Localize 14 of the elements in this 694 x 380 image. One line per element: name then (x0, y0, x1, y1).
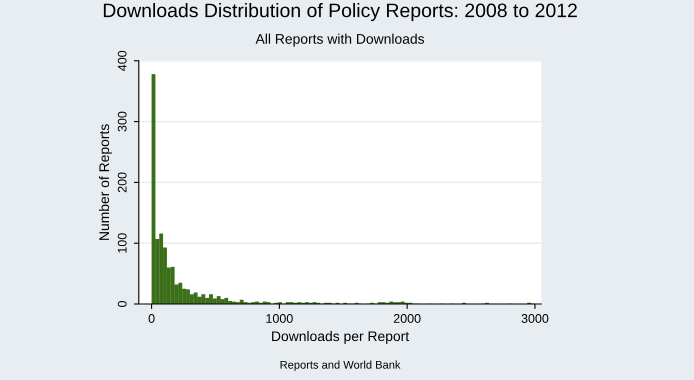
x-tick-label: 1000 (266, 314, 293, 323)
text: Reports and World Bank (280, 360, 401, 371)
y-tick-label: 0 (118, 301, 127, 307)
x-tick-label: 0 (148, 314, 155, 323)
x-axis-title: Downloads per Report (272, 330, 410, 344)
y-tick-label: 100 (118, 233, 127, 253)
y-axis-title: Number of Reports (98, 124, 112, 240)
y-tick-label: 400 (118, 50, 127, 71)
y-tick-label: 300 (118, 112, 127, 132)
chart-subtitle: All Reports with Downloads (256, 34, 424, 47)
x-tick-label: 3000 (522, 314, 548, 323)
x-tick-label: 2000 (394, 314, 421, 323)
chart-title: Downloads Distribution of Policy Reports: 2008 to 2012 (104, 3, 577, 22)
y-tick-label: 200 (118, 172, 127, 192)
